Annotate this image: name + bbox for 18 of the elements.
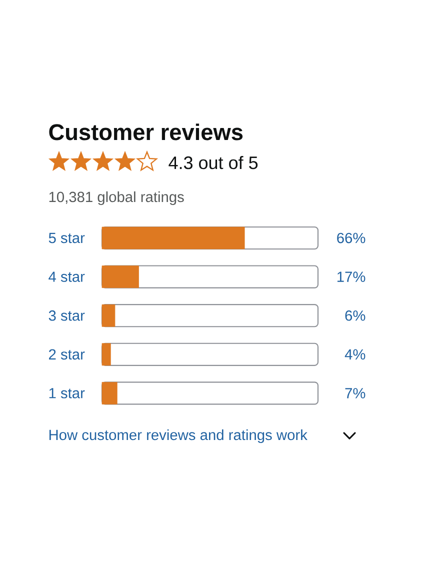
bar — [102, 304, 116, 327]
y-tick-label: 1 star — [49, 388, 85, 398]
bar — [102, 266, 139, 288]
text: 10,381 global ratings — [49, 191, 184, 206]
bar — [102, 382, 118, 404]
data-label: 4% — [344, 349, 366, 360]
data-label: 7% — [345, 388, 366, 398]
chart-title: Customer reviews — [49, 124, 243, 140]
y-tick-label: 4 star — [48, 272, 85, 282]
data-label: 6% — [345, 310, 366, 321]
data-label: 17% — [337, 272, 366, 282]
y-tick-label: 3 star — [48, 310, 85, 321]
bar — [102, 343, 111, 366]
y-tick-label: 5 star — [48, 232, 85, 244]
data-label: 66% — [337, 232, 366, 244]
y-tick-label: 2 star — [48, 349, 85, 360]
text: How customer reviews and ratings work — [49, 429, 308, 444]
text: 4.3 out of 5 — [168, 156, 258, 170]
